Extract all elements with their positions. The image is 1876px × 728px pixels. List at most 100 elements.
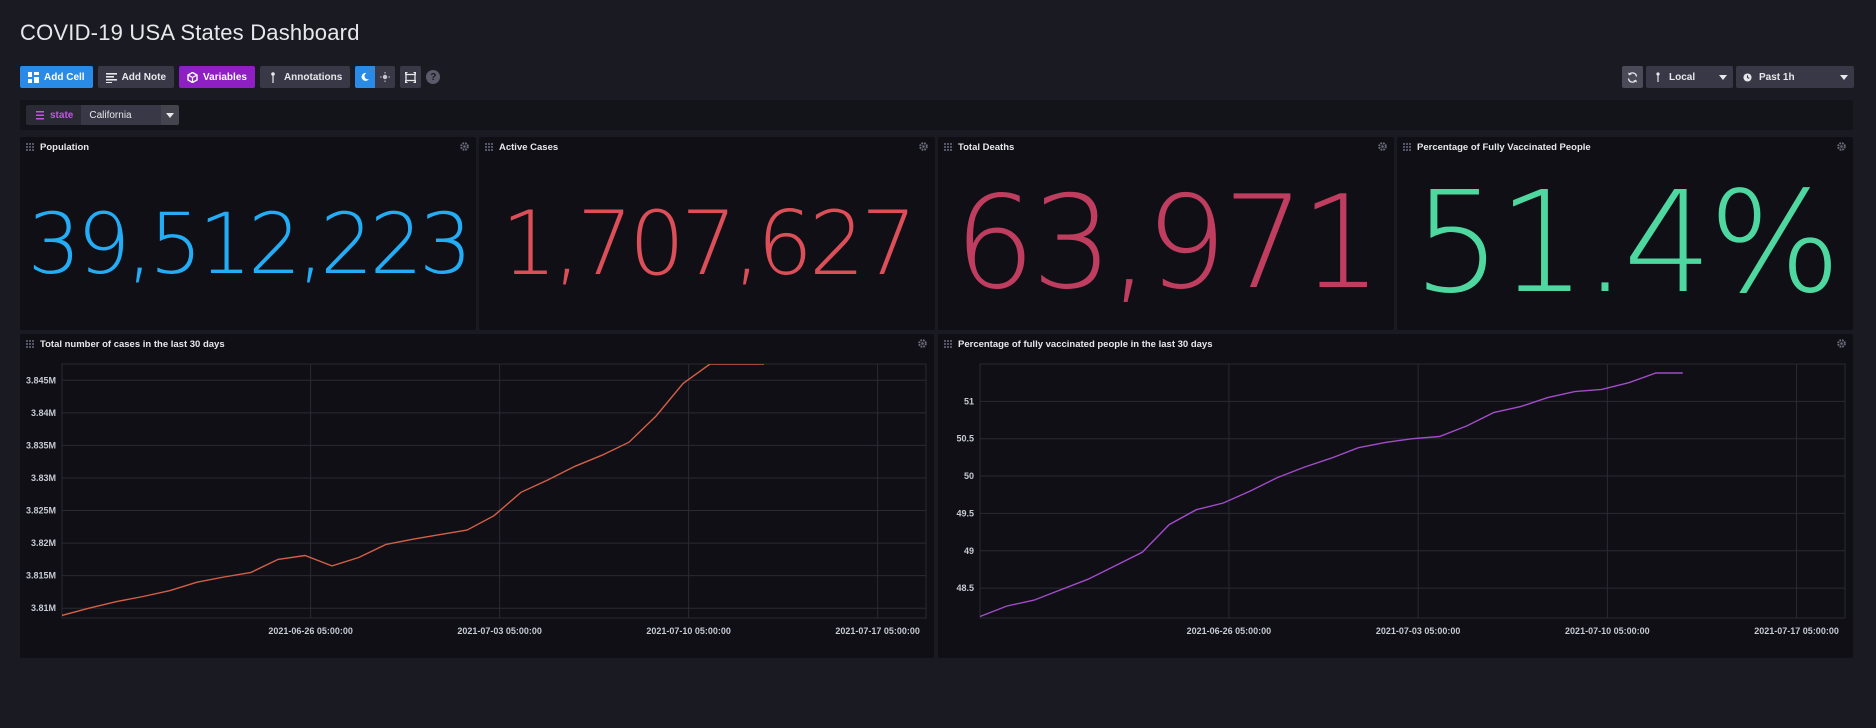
cube-icon bbox=[187, 71, 198, 83]
cell-header: Percentage of fully vaccinated people in… bbox=[938, 334, 1853, 354]
gear-icon[interactable] bbox=[1377, 141, 1388, 152]
presentation-mode-button[interactable] bbox=[400, 66, 422, 88]
stat-value: 63,971 bbox=[954, 169, 1382, 318]
plot-area bbox=[979, 363, 1846, 619]
vaccinated-cell: Percentage of Fully Vaccinated People 51… bbox=[1397, 137, 1853, 330]
variable-value: California bbox=[81, 105, 162, 125]
x-tick-label: 2021-07-03 05:00:00 bbox=[457, 626, 542, 636]
moon-icon[interactable] bbox=[355, 66, 376, 88]
y-tick-label: 49 bbox=[964, 546, 974, 556]
stat-value: 39,512,223 bbox=[27, 194, 473, 293]
x-tick-label: 2021-07-03 05:00:00 bbox=[1376, 626, 1461, 636]
sun-icon[interactable] bbox=[375, 66, 396, 88]
x-tick-label: 2021-07-10 05:00:00 bbox=[1565, 626, 1650, 636]
cell-title: Total number of cases in the last 30 day… bbox=[40, 338, 225, 350]
cell-title: Percentage of fully vaccinated people in… bbox=[958, 338, 1213, 350]
y-tick-label: 3.845M bbox=[26, 375, 56, 385]
timezone-value: Local bbox=[1669, 71, 1696, 83]
x-tick-label: 2021-06-26 05:00:00 bbox=[1187, 626, 1272, 636]
cell-title: Active Cases bbox=[499, 141, 559, 153]
time-range-value: Past 1h bbox=[1759, 71, 1795, 83]
toolbar: Add Cell Add Note Variables Annotations … bbox=[20, 66, 441, 88]
timezone-marker-icon bbox=[1652, 71, 1663, 83]
x-tick-label: 2021-07-17 05:00:00 bbox=[835, 626, 920, 636]
variable-name-box: state bbox=[26, 105, 82, 125]
variables-bar: state California bbox=[20, 100, 1853, 130]
cell-header: Population bbox=[20, 137, 476, 157]
y-tick-label: 50.5 bbox=[956, 434, 974, 444]
drag-handle-icon[interactable] bbox=[26, 340, 34, 348]
variable-dropdown-state[interactable]: state California bbox=[26, 105, 180, 125]
variables-button[interactable]: Variables bbox=[179, 66, 255, 88]
cell-header: Total number of cases in the last 30 day… bbox=[20, 334, 934, 354]
dashboard-controls: Local Past 1h bbox=[1622, 66, 1854, 88]
y-tick-label: 51 bbox=[964, 396, 974, 406]
cell-header: Active Cases bbox=[479, 137, 935, 157]
clock-icon bbox=[1742, 72, 1753, 83]
annotations-button[interactable]: Annotations bbox=[259, 66, 351, 88]
vaccination-chart-cell: Percentage of fully vaccinated people in… bbox=[938, 334, 1853, 658]
cell-title: Percentage of Fully Vaccinated People bbox=[1417, 141, 1591, 153]
cell-title: Total Deaths bbox=[958, 141, 1015, 153]
variable-name: state bbox=[50, 109, 74, 121]
drag-handle-icon[interactable] bbox=[485, 143, 493, 151]
y-tick-label: 48.5 bbox=[956, 583, 974, 593]
variables-label: Variables bbox=[203, 71, 247, 83]
add-cell-icon bbox=[28, 71, 39, 83]
y-tick-label: 3.83M bbox=[31, 473, 56, 483]
annotations-label: Annotations bbox=[283, 71, 343, 83]
drag-handle-icon[interactable] bbox=[26, 143, 34, 151]
x-tick-label: 2021-06-26 05:00:00 bbox=[268, 626, 353, 636]
y-tick-label: 3.815M bbox=[26, 571, 56, 581]
time-range-dropdown[interactable]: Past 1h bbox=[1736, 66, 1854, 88]
cell-header: Percentage of Fully Vaccinated People bbox=[1397, 137, 1853, 157]
refresh-button[interactable] bbox=[1622, 66, 1643, 88]
y-tick-label: 3.82M bbox=[31, 538, 56, 548]
series-line bbox=[980, 372, 1683, 618]
add-cell-button[interactable]: Add Cell bbox=[20, 66, 93, 88]
cell-header: Total Deaths bbox=[938, 137, 1394, 157]
add-note-label: Add Note bbox=[121, 71, 167, 83]
total-deaths-cell: Total Deaths 63,971 bbox=[938, 137, 1394, 330]
y-tick-label: 3.84M bbox=[31, 408, 56, 418]
plot-area bbox=[61, 363, 927, 619]
x-tick-label: 2021-07-10 05:00:00 bbox=[646, 626, 731, 636]
variable-list-icon bbox=[34, 110, 45, 121]
x-tick-label: 2021-07-17 05:00:00 bbox=[1754, 626, 1839, 636]
series-line bbox=[62, 364, 764, 617]
gear-icon[interactable] bbox=[1836, 338, 1847, 349]
drag-handle-icon[interactable] bbox=[1403, 143, 1411, 151]
page-title: COVID-19 USA States Dashboard bbox=[20, 20, 360, 45]
y-tick-label: 3.835M bbox=[26, 440, 56, 450]
note-icon bbox=[105, 72, 117, 83]
chevron-down-icon bbox=[1719, 74, 1727, 80]
drag-handle-icon[interactable] bbox=[944, 340, 952, 348]
add-cell-label: Add Cell bbox=[44, 71, 85, 83]
gear-icon[interactable] bbox=[918, 141, 929, 152]
fullscreen-icon bbox=[405, 71, 417, 83]
y-tick-label: 3.825M bbox=[26, 506, 56, 516]
drag-handle-icon[interactable] bbox=[944, 143, 952, 151]
y-tick-label: 49.5 bbox=[956, 508, 974, 518]
gear-icon[interactable] bbox=[1836, 141, 1847, 152]
cases-chart-cell: Total number of cases in the last 30 day… bbox=[20, 334, 934, 658]
refresh-icon bbox=[1627, 71, 1638, 83]
gear-icon[interactable] bbox=[459, 141, 470, 152]
chevron-down-icon bbox=[1840, 74, 1848, 80]
active-cases-cell: Active Cases 1,707,627 bbox=[479, 137, 935, 330]
y-tick-label: 3.81M bbox=[31, 603, 56, 613]
add-note-button[interactable]: Add Note bbox=[97, 66, 175, 88]
vaccination-line-chart[interactable]: 48.5 49 49.5 50 50.5 51 2021-06-26 05:00:00 202… bbox=[938, 354, 1853, 658]
gear-icon[interactable] bbox=[917, 338, 928, 349]
help-icon[interactable]: ? bbox=[426, 70, 441, 84]
cell-title: Population bbox=[40, 141, 90, 153]
y-tick-label: 50 bbox=[964, 471, 974, 481]
chevron-down-icon bbox=[161, 105, 180, 125]
theme-toggle[interactable] bbox=[355, 66, 396, 88]
stat-value: 51.4% bbox=[1412, 162, 1842, 325]
population-cell: Population 39,512,223 bbox=[20, 137, 476, 330]
cases-line-chart[interactable]: 3.81M 3.815M 3.82M 3.825M 3.83M 3.835M 3.84M 3.… bbox=[20, 354, 934, 658]
stat-value: 1,707,627 bbox=[501, 192, 917, 295]
annotation-marker-icon bbox=[268, 71, 279, 83]
timezone-dropdown[interactable]: Local bbox=[1646, 66, 1733, 88]
